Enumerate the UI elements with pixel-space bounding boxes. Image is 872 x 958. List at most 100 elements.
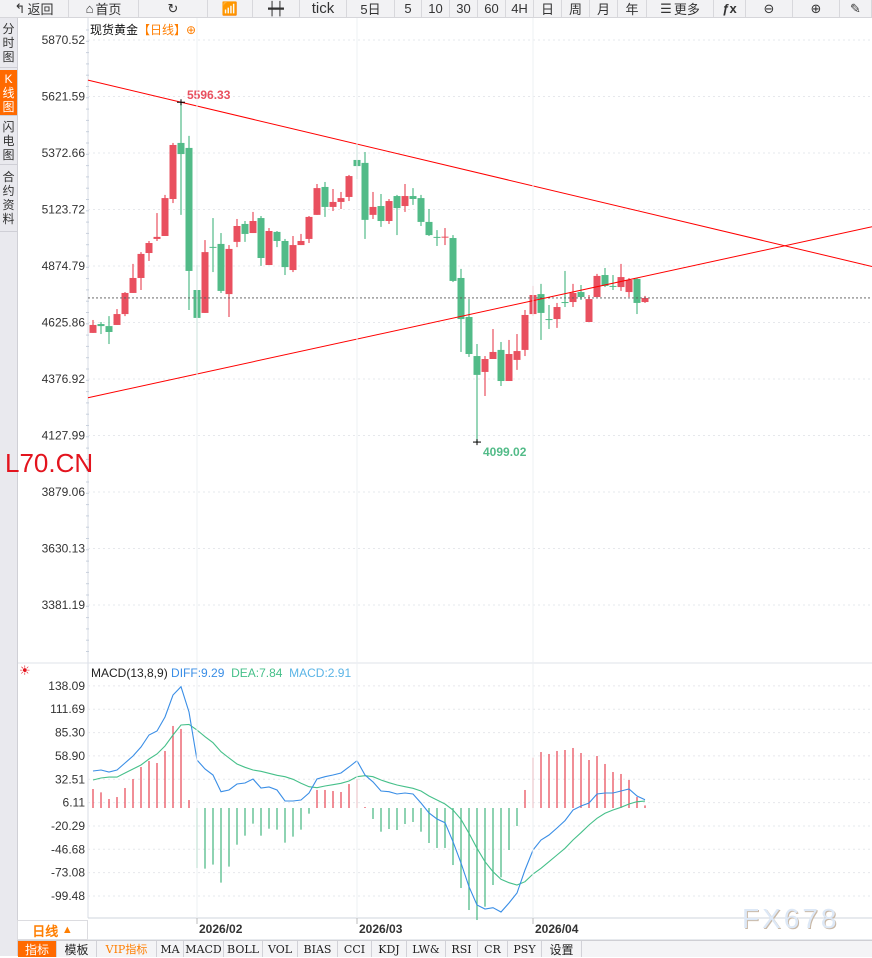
macd-tick-label: 58.90 [55,749,85,763]
candle-body [481,359,489,372]
period-label: 日线 [32,923,59,939]
candle-body [569,292,577,303]
toolbar-button-首页[interactable]: ⌂ 首页 [69,0,139,17]
tab-cr[interactable]: CR [478,941,508,957]
macd-dea-value: DEA:7.84 [231,666,283,680]
toolbar-button-refresh[interactable]: ↻ [139,0,208,17]
tab-cci[interactable]: CCI [338,941,372,957]
candle-body [401,196,409,207]
toolbar-button-5日[interactable]: 5日 [347,0,395,17]
price-tick-label: 3630.13 [42,541,86,555]
macd-tick-label: 111.69 [50,702,85,716]
macd-tick-label: 138.09 [48,679,85,693]
toolbar-button-pen[interactable]: ✎ [840,0,872,17]
trendline [87,226,872,399]
macd-tick-label: -20.29 [51,819,85,833]
toolbar-button-周[interactable]: 周 [562,0,590,17]
macd-tick-label: -46.68 [51,842,85,856]
candle-body [137,253,145,278]
toolbar-button-10[interactable]: 10 [422,0,450,17]
candle-body [393,196,401,209]
trendlines[interactable] [87,79,872,399]
candle-body [641,297,649,303]
price-tick-label: 5870.52 [42,33,86,47]
price-tick-label: 4625.86 [42,315,86,329]
sidebar-item-2[interactable]: 闪电图 [0,118,17,165]
candle-body [185,147,193,271]
toolbar-button-tick[interactable]: tick [300,0,347,17]
period-button[interactable]: 日线 ▲ [17,920,88,940]
toolbar-button-line-chart[interactable]: 📶 [208,0,253,17]
candlestick-icon: ┿┿ [268,0,284,16]
candle-body [361,162,369,220]
tab-bias[interactable]: BIAS [298,941,338,957]
candle-body [441,236,449,238]
sidebar-item-0[interactable]: 分时图 [0,20,17,68]
sidebar-item-3[interactable]: 合约资料 [0,168,17,232]
triangle-up-icon: ▲ [61,924,73,936]
tab-设置[interactable]: 设置 [542,941,582,957]
tab-模板[interactable]: 模板 [57,941,97,957]
date-axis: 2026/02 2026/03 2026/04 [196,18,579,936]
sun-settings-icon[interactable]: ☀ [19,663,31,678]
menu-icon: ☰ [660,0,672,16]
toolbar-button-4H[interactable]: 4H [506,0,534,17]
tab-macd[interactable]: MACD [184,941,224,957]
toolbar-button-年[interactable]: 年 [618,0,647,17]
macd-tick-label: -99.48 [51,889,85,903]
plus-circle-icon[interactable]: ⊕ [186,23,197,37]
candle-body [489,351,497,360]
toolbar-button-5[interactable]: 5 [395,0,422,17]
macd-macd-value: MACD:2.91 [289,666,352,680]
zoom-in-icon: ⊕ [810,0,822,16]
tab-boll[interactable]: BOLL [224,941,263,957]
dea-line [92,723,646,886]
toolbar-button-30[interactable]: 30 [450,0,478,17]
toolbar-button-zoom-out[interactable]: ⊖ [746,0,793,17]
candle-body [321,186,329,207]
candle-body [313,188,321,215]
toolbar-button-candlestick[interactable]: ┿┿ [253,0,300,17]
candle-body [497,349,505,382]
tab-vol[interactable]: VOL [263,941,298,957]
candle-body [297,240,305,246]
tab-kdj[interactable]: KDJ [372,941,407,957]
tab-指标[interactable]: 指标 [18,941,57,957]
toolbar-button-返回[interactable]: ↰ 返回 [0,0,69,17]
toolbar-label: 4H [511,1,528,16]
candle-body [89,324,97,333]
candle-body [385,201,393,222]
low-price-label: 4099.02 [483,445,527,459]
candle-body [625,280,633,293]
tab-rsi[interactable]: RSI [446,941,478,957]
refresh-icon: ↻ [167,0,179,16]
tab-lw&[interactable]: LW& [407,941,446,957]
tab-psy[interactable]: PSY [508,941,542,957]
toolbar-button-更多[interactable]: ☰ 更多 [647,0,714,17]
toolbar-button-月[interactable]: 月 [590,0,618,17]
toolbar-label: 60 [484,1,499,16]
price-tick-label: 5621.59 [42,89,86,103]
price-tick-label: 4874.79 [42,259,86,273]
candle-body [633,278,641,303]
macd-tick-label: 6.11 [63,796,86,810]
macd-tick-label: -73.08 [51,866,85,880]
tab-vip指标[interactable]: VIP指标 [97,941,157,957]
candle-body [345,176,353,197]
candle-body [249,221,257,234]
tab-ma[interactable]: MA [157,941,184,957]
candle-body [241,223,249,234]
toolbar-button-60[interactable]: 60 [478,0,506,17]
toolbar-button-日[interactable]: 日 [534,0,562,17]
candle-body [113,314,121,325]
candle-body [97,324,105,327]
timeframe-label[interactable]: 【日线】 [138,23,187,37]
candlestick-series [88,102,872,443]
watermark: FX678 [742,903,840,934]
candle-body [409,196,417,199]
toolbar-label: 周 [568,2,582,17]
toolbar-button-zoom-in[interactable]: ⊕ [793,0,840,17]
sidebar-item-1[interactable]: K线图 [0,70,17,116]
toolbar-button-fx[interactable]: ƒx [714,0,746,17]
